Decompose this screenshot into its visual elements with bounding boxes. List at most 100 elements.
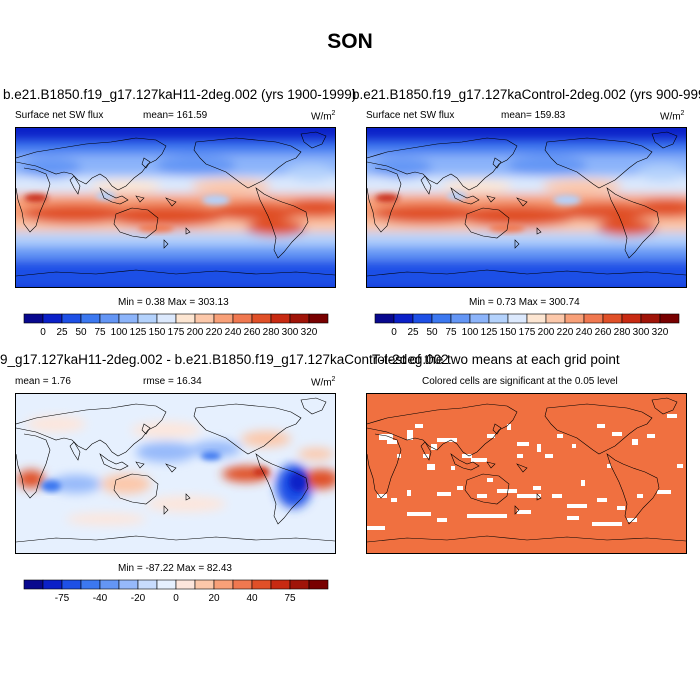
difference-panel-title: 9_g17.127kaH11-2deg.002 - b.e21.B1850.f1… — [0, 352, 449, 367]
control-mean-label: mean= 159.83 — [501, 110, 566, 121]
colorbar-tick-label: 200 — [187, 327, 204, 337]
colorbar-tick-label: 200 — [538, 327, 555, 337]
control-map-svg — [367, 128, 686, 287]
control-colorbar: 0 25 50 75 100 125 150 175 200 220 240 260 280 300 320 — [374, 313, 680, 337]
difference-minmax-label: Min = -87.22 Max = 82.43 — [118, 563, 232, 574]
colorbar-tick-label: 280 — [263, 327, 280, 337]
colorbar-tick-label: 240 — [576, 327, 593, 337]
colorbar-tick-label: 40 — [246, 593, 258, 603]
colorbar-swatch — [61, 579, 82, 590]
case-colorbar: 0 25 50 75 100 125 150 175 200 220 240 260 280 300 320 — [23, 313, 329, 337]
colorbar-tick-label: 25 — [407, 327, 419, 337]
difference-units-label: W/m2 — [311, 376, 336, 389]
colorbar-tick-label: 0 — [391, 327, 397, 337]
difference-map — [15, 393, 336, 554]
control-minmax-label: Min = 0.73 Max = 300.74 — [469, 297, 580, 308]
colorbar-swatch — [374, 313, 395, 324]
case-mean-label: mean= 161.59 — [143, 110, 208, 121]
figure-title: SON — [327, 30, 373, 53]
colorbar-tick-label: 320 — [301, 327, 318, 337]
difference-colorbar: -75 -40 -20 0 20 40 75 — [23, 579, 329, 603]
colorbar-swatch — [137, 313, 158, 324]
colorbar-tick-label: 50 — [426, 327, 438, 337]
control-variable-label: Surface net SW flux — [366, 110, 455, 121]
colorbar-swatch — [270, 313, 291, 324]
colorbar-swatch — [213, 579, 234, 590]
colorbar-swatch — [621, 313, 642, 324]
colorbar-swatch — [526, 313, 547, 324]
colorbar-swatch — [545, 313, 566, 324]
colorbar-tick-label: 280 — [614, 327, 631, 337]
difference-mean-label: mean = 1.76 — [15, 376, 71, 387]
colorbar-swatch — [232, 313, 253, 324]
colorbar-swatch — [412, 313, 433, 324]
colorbar-tick-label: 75 — [445, 327, 457, 337]
significance-map-svg — [367, 394, 686, 553]
colorbar-tick-label: 100 — [111, 327, 128, 337]
colorbar-swatch — [175, 313, 196, 324]
colorbar-swatch — [289, 579, 310, 590]
colorbar-swatch — [251, 313, 272, 324]
colorbar-tick-label: 175 — [168, 327, 185, 337]
colorbar-tick-label: 320 — [652, 327, 669, 337]
colorbar-swatch — [488, 313, 509, 324]
case-units-label: W/m2 — [311, 110, 336, 123]
colorbar-swatch — [507, 313, 528, 324]
colorbar-swatch — [175, 579, 196, 590]
case-colorbar-ticks: 0 25 50 75 100 125 150 175 200 220 240 260 280 300 320 — [40, 327, 318, 337]
colorbar-swatch — [156, 313, 177, 324]
control-units-label: W/m2 — [660, 110, 685, 123]
colorbar-tick-label: 125 — [481, 327, 498, 337]
colorbar-tick-label: 220 — [557, 327, 574, 337]
colorbar-tick-label: 0 — [173, 593, 179, 603]
colorbar-swatch — [118, 579, 139, 590]
colorbar-swatch — [270, 579, 291, 590]
colorbar-tick-label: 75 — [94, 327, 106, 337]
colorbar-tick-label: -20 — [131, 593, 146, 603]
control-colorbar-ticks: 0 25 50 75 100 125 150 175 200 220 240 260 280 300 320 — [391, 327, 669, 337]
case-minmax-label: Min = 0.38 Max = 303.13 — [118, 297, 229, 308]
case-panel-title: b.e21.B1850.f19_g17.127kaH11-2deg.002 (y… — [3, 87, 357, 102]
colorbar-swatch — [431, 313, 452, 324]
difference-rmse-label: rmse = 16.34 — [143, 376, 202, 387]
colorbar-swatch — [194, 313, 215, 324]
colorbar-tick-label: 50 — [75, 327, 87, 337]
colorbar-swatch — [450, 313, 471, 324]
colorbar-tick-label: 220 — [206, 327, 223, 337]
colorbar-swatch — [99, 579, 120, 590]
case-variable-label: Surface net SW flux — [15, 110, 104, 121]
control-flux-map — [366, 127, 687, 288]
colorbar-swatch — [213, 313, 234, 324]
colorbar-swatch — [156, 579, 177, 590]
colorbar-tick-label: 260 — [244, 327, 261, 337]
colorbar-swatch — [308, 313, 329, 324]
colorbar-swatch — [42, 313, 63, 324]
colorbar-tick-label: -75 — [55, 593, 70, 603]
colorbar-tick-label: 240 — [225, 327, 242, 337]
colorbar-swatch — [232, 579, 253, 590]
colorbar-swatch — [469, 313, 490, 324]
colorbar-tick-label: 300 — [633, 327, 650, 337]
colorbar-swatch — [23, 313, 44, 324]
case-flux-map — [15, 127, 336, 288]
difference-colorbar-ticks: -75 -40 -20 0 20 40 75 — [55, 593, 296, 603]
colorbar-tick-label: 125 — [130, 327, 147, 337]
colorbar-swatch — [393, 313, 414, 324]
colorbar-tick-label: 175 — [519, 327, 536, 337]
colorbar-tick-label: 150 — [500, 327, 517, 337]
colorbar-tick-label: 300 — [282, 327, 299, 337]
colorbar-swatch — [137, 579, 158, 590]
colorbar-swatch — [640, 313, 661, 324]
colorbar-swatch — [308, 579, 329, 590]
colorbar-swatch — [80, 313, 101, 324]
colorbar-tick-label: 150 — [149, 327, 166, 337]
colorbar-swatch — [659, 313, 680, 324]
control-colorbar-swatches — [374, 313, 680, 324]
colorbar-swatch — [194, 579, 215, 590]
colorbar-swatch — [564, 313, 585, 324]
colorbar-tick-label: 0 — [40, 327, 46, 337]
difference-colorbar-swatches — [23, 579, 329, 590]
significance-map — [366, 393, 687, 554]
case-map-svg — [16, 128, 335, 287]
colorbar-swatch — [80, 579, 101, 590]
